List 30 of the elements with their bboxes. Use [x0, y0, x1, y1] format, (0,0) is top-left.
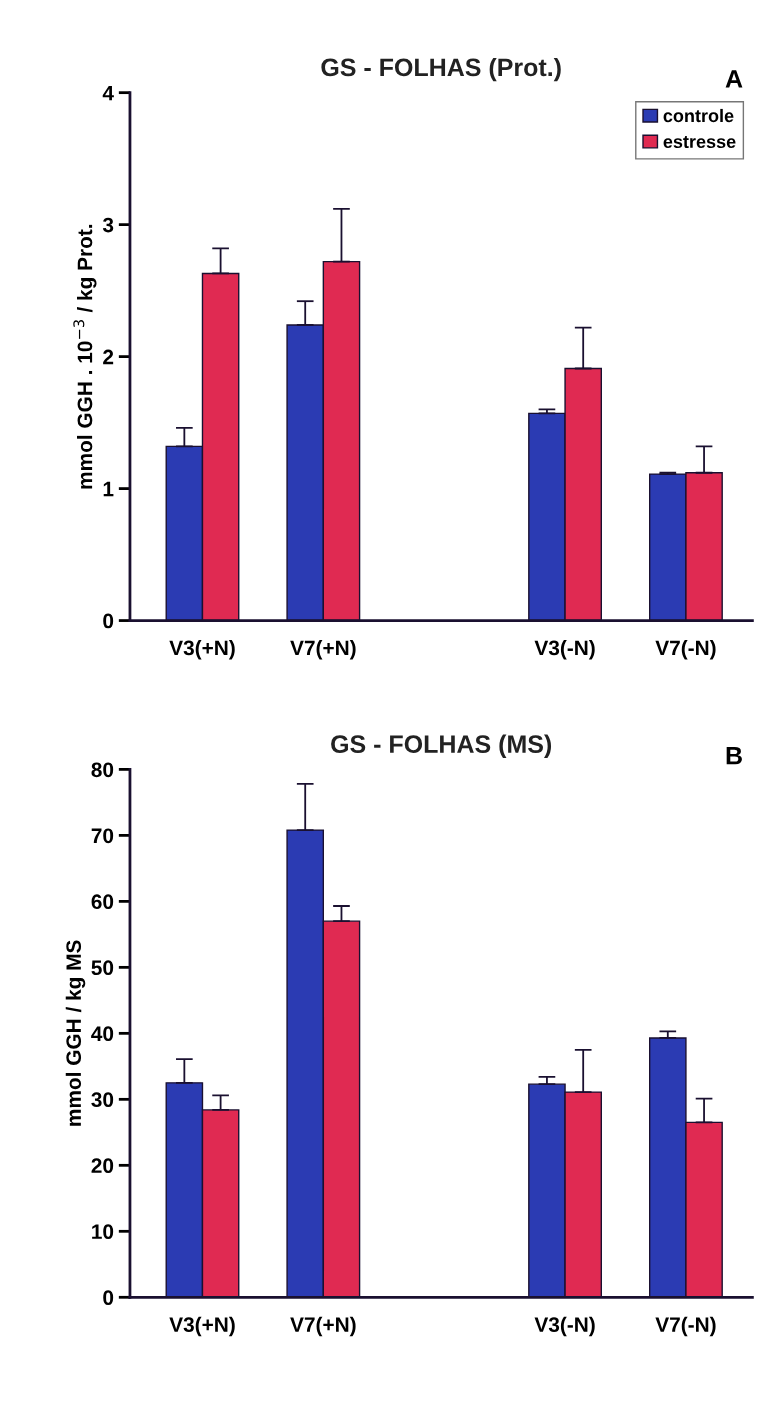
chart-title: GS - FOLHAS (Prot.): [321, 57, 561, 82]
x-tick-label: V7(+N): [290, 640, 356, 660]
chart-title: GS - FOLHAS (MS): [331, 734, 552, 758]
y-tick-label: 2: [103, 349, 114, 365]
legend-label: estresse: [663, 136, 736, 149]
x-tick-label: V3(+N): [169, 1316, 235, 1337]
y-tick-label: 60: [91, 894, 114, 910]
y-tick-label: 10: [92, 1224, 114, 1240]
x-tick-label: V7(-N): [655, 640, 716, 660]
legend-label: controle: [663, 108, 734, 123]
text: A: [725, 70, 743, 88]
y-axis-title: mmol GGH / kg MS: [65, 940, 86, 1126]
y-tick-label: 0: [103, 613, 114, 629]
y-tick-label: 1: [103, 481, 114, 497]
y-tick-label: 20: [91, 1158, 114, 1174]
y-tick-label: 40: [91, 1026, 114, 1042]
x-tick-label: V7(+N): [290, 1316, 356, 1337]
x-tick-label: V3(-N): [534, 640, 595, 660]
y-axis-title: mmol GGH . 10$^{−3}$ / kg Prot.: [73, 224, 97, 489]
y-tick-label: 0: [103, 1290, 114, 1306]
y-tick-label: 80: [91, 762, 114, 778]
y-tick-label: 4: [102, 85, 114, 101]
x-tick-label: V3(+N): [169, 640, 235, 660]
x-tick-label: V3(-N): [534, 1316, 595, 1337]
text: B: [726, 747, 742, 765]
y-tick-label: 50: [91, 960, 114, 976]
y-tick-label: 70: [91, 828, 114, 844]
y-tick-label: 30: [91, 1092, 114, 1108]
y-tick-label: 3: [102, 217, 114, 233]
x-tick-label: V7(-N): [655, 1316, 716, 1337]
